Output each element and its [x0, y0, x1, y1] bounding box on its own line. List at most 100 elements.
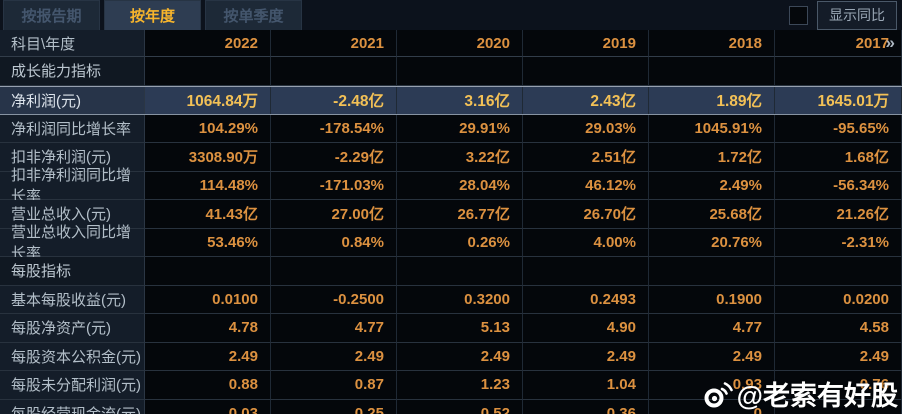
value-cell: 4.58 [775, 314, 902, 343]
value-cell: 2.49 [649, 342, 775, 371]
row-label: 营业总收入同比增长率 [0, 224, 145, 262]
value-cell: 0.25 [271, 399, 397, 414]
value-cell: -95.65% [775, 114, 902, 143]
value-cell: 0.03 [145, 399, 271, 414]
table-row[interactable]: 基本每股收益(元) 0.0100 -0.2500 0.3200 0.2493 0.1900… [0, 285, 902, 314]
value-cell: 2.49 [775, 342, 902, 371]
section-header-row[interactable]: 成长能力指标 [0, 57, 902, 86]
tab-by-quarter[interactable]: 按单季度 [205, 0, 302, 30]
value-cell: 2.49% [649, 171, 775, 200]
table-row[interactable]: 每股资本公积金(元) 2.49 2.49 2.49 2.49 2.49 2.49 [0, 342, 902, 371]
value-cell: 2.49 [523, 342, 649, 371]
value-cell: 4.00% [523, 228, 649, 257]
value-cell: 1.89亿 [649, 86, 775, 114]
value-cell: 26.70亿 [523, 200, 649, 229]
financial-table: 科目\年度 2022 2021 2020 2019 2018 2017» 成长能力指标 净利… [0, 30, 902, 414]
table-row[interactable]: 营业总收入同比增长率 53.46% 0.84% 0.26% 4.00% 20.76% -2.… [0, 224, 902, 262]
row-label: 每股经营现金流(元) [0, 399, 145, 414]
row-label: 净利润(元) [0, 86, 145, 114]
value-cell [145, 257, 271, 286]
value-cell: 5.13 [397, 314, 523, 343]
show-yoy-checkbox[interactable] [789, 5, 808, 25]
value-cell: -171.03% [271, 171, 397, 200]
value-cell: 0.0100 [145, 285, 271, 314]
value-cell [649, 257, 775, 286]
year-label: 2021 [350, 34, 384, 52]
value-cell: 0 [649, 399, 775, 414]
more-years-icon[interactable]: » [885, 33, 896, 52]
value-cell: 3.16亿 [397, 86, 523, 114]
value-cell [775, 257, 902, 286]
value-cell: 2.43亿 [523, 86, 649, 114]
value-cell: 46.12% [523, 171, 649, 200]
year-column-header: 2022 [145, 30, 271, 57]
value-cell: -2.31% [775, 228, 902, 257]
value-cell: 1045.91% [649, 114, 775, 143]
value-cell: 1.68亿 [775, 143, 902, 172]
value-cell: 3308.90万 [145, 143, 271, 172]
value-cell: 4.90 [523, 314, 649, 343]
value-cell [775, 57, 902, 86]
tab-by-year[interactable]: 按年度 [104, 0, 201, 30]
year-label: 2018 [728, 34, 762, 52]
value-cell: -178.54% [271, 114, 397, 143]
value-cell: 1645.01万 [775, 86, 902, 114]
table-row[interactable]: 每股净资产(元) 4.78 4.77 5.13 4.90 4.77 4.58 [0, 314, 902, 343]
value-cell: 1.04 [523, 371, 649, 400]
value-cell: 27.00亿 [271, 200, 397, 229]
row-label: 基本每股收益(元) [0, 285, 145, 314]
year-label: 2019 [602, 34, 636, 52]
value-cell: 0.52 [397, 399, 523, 414]
row-label: 扣非净利润(元) [0, 143, 145, 172]
value-cell [523, 257, 649, 286]
value-cell: 0.87 [271, 371, 397, 400]
row-label: 每股净资产(元) [0, 314, 145, 343]
value-cell: 25.68亿 [649, 200, 775, 229]
value-cell: 2.49 [271, 342, 397, 371]
value-cell: 2.51亿 [523, 143, 649, 172]
value-cell: 1.72亿 [649, 143, 775, 172]
value-cell [775, 399, 902, 414]
value-cell: -2.48亿 [271, 86, 397, 114]
value-cell: 0.84% [271, 228, 397, 257]
value-cell: 29.91% [397, 114, 523, 143]
year-column-header: 2017» [775, 30, 902, 57]
value-cell: 0.88 [145, 371, 271, 400]
value-cell: 104.29% [145, 114, 271, 143]
table-row[interactable]: 净利润同比增长率 104.29% -178.54% 29.91% 29.03% 1045.… [0, 114, 902, 143]
value-cell: -0.2500 [271, 285, 397, 314]
row-label: 营业总收入(元) [0, 200, 145, 229]
show-yoy-label[interactable]: 显示同比 [817, 0, 897, 30]
value-cell [397, 57, 523, 86]
table-row[interactable]: 扣非净利润(元) 3308.90万 -2.29亿 3.22亿 2.51亿 1.72亿 1.6… [0, 143, 902, 172]
value-cell: 41.43亿 [145, 200, 271, 229]
row-label: 净利润同比增长率 [0, 114, 145, 143]
value-cell: 21.26亿 [775, 200, 902, 229]
value-cell: -56.34% [775, 171, 902, 200]
value-cell [271, 57, 397, 86]
table-header-row: 科目\年度 2022 2021 2020 2019 2018 2017» [0, 30, 902, 57]
tab-by-report-period[interactable]: 按报告期 [3, 0, 100, 30]
row-label: 扣非净利润同比增长率 [0, 167, 145, 205]
table-row[interactable]: 扣非净利润同比增长率 114.48% -171.03% 28.04% 46.12% 2.4… [0, 167, 902, 205]
value-cell: 0.76 [775, 371, 902, 400]
value-cell: 0.26% [397, 228, 523, 257]
table-row[interactable]: 净利润(元) 1064.84万 -2.48亿 3.16亿 2.43亿 1.89亿 1645.… [0, 85, 902, 115]
row-label: 每股未分配利润(元) [0, 371, 145, 400]
value-cell: 2.49 [145, 342, 271, 371]
year-column-header: 2018 [649, 30, 775, 57]
row-label: 每股资本公积金(元) [0, 342, 145, 371]
value-cell: 26.77亿 [397, 200, 523, 229]
table-row[interactable]: 营业总收入(元) 41.43亿 27.00亿 26.77亿 26.70亿 25.68亿 21… [0, 200, 902, 229]
section-header-row[interactable]: 每股指标 [0, 257, 902, 286]
table-row[interactable]: 每股未分配利润(元) 0.88 0.87 1.23 1.04 0.93 0.76 [0, 371, 902, 400]
value-cell [649, 57, 775, 86]
value-cell: 1.23 [397, 371, 523, 400]
value-cell: 114.48% [145, 171, 271, 200]
year-label: 2022 [224, 34, 258, 52]
row-label: 成长能力指标 [0, 57, 145, 86]
value-cell: 0.36 [523, 399, 649, 414]
table-row[interactable]: 每股经营现金流(元)0.030.250.520.360 [0, 399, 902, 414]
value-cell: 4.78 [145, 314, 271, 343]
value-cell: 1064.84万 [145, 86, 271, 114]
